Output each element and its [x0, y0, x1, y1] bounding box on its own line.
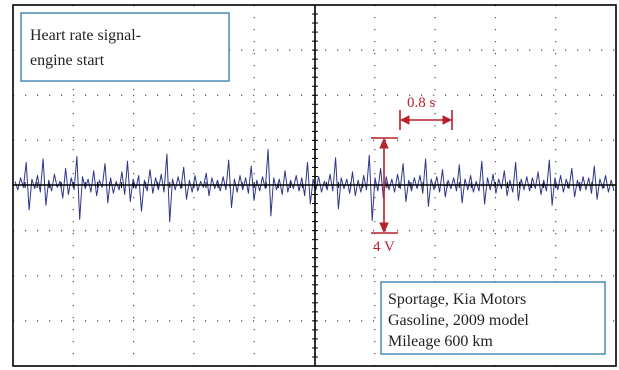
- amplitude-scale-arrow-top: [379, 137, 389, 149]
- scope-frame: [12, 4, 617, 367]
- info-line-1: Sportage, Kia Motors: [388, 291, 526, 308]
- info-line-3: Mileage 600 km: [388, 333, 493, 350]
- amplitude-scale-arrow-bottom: [379, 222, 389, 234]
- amplitude-scale-marker: [371, 137, 398, 234]
- time-scale-label: 0.8 s: [407, 95, 436, 111]
- title-line-2: engine start: [30, 52, 105, 69]
- time-scale-marker: [399, 110, 453, 130]
- amplitude-scale-label: 4 V: [373, 239, 395, 255]
- vehicle-info-box: [380, 281, 606, 355]
- time-scale-arrow-right: [442, 115, 453, 125]
- title-box: [20, 12, 230, 82]
- time-scale-arrow-left: [399, 115, 410, 125]
- info-line-2: Gasoline, 2009 model: [388, 312, 529, 329]
- title-line-1: Heart rate signal-: [30, 27, 141, 44]
